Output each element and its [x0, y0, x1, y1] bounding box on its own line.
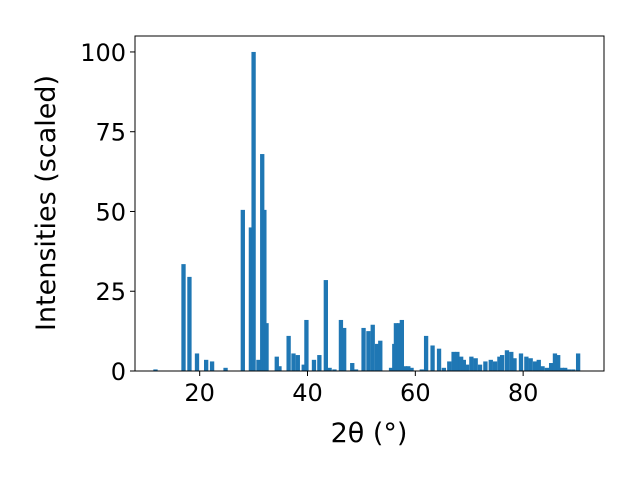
bar — [374, 343, 380, 371]
bar — [499, 355, 505, 371]
bar — [406, 366, 411, 371]
bar — [451, 351, 456, 371]
bar — [342, 327, 347, 371]
bar — [458, 356, 464, 371]
bar — [223, 367, 228, 371]
bar — [295, 355, 300, 371]
bar — [251, 51, 256, 371]
bar — [549, 363, 554, 371]
x-tick-label: 20 — [184, 379, 215, 407]
bar — [256, 359, 261, 371]
bar — [323, 280, 328, 371]
bar — [353, 369, 359, 371]
bar — [473, 358, 478, 371]
bar — [512, 358, 517, 371]
bar — [556, 355, 561, 371]
bar — [327, 367, 332, 371]
y-tick-label: 75 — [95, 119, 126, 147]
y-axis-label: Intensities (scaled) — [31, 75, 62, 331]
bar — [402, 366, 408, 371]
bar — [277, 366, 282, 371]
bar — [559, 367, 565, 371]
bar — [181, 264, 186, 371]
bar — [518, 353, 524, 371]
bar — [262, 209, 267, 371]
y-tick-label: 50 — [95, 198, 126, 226]
bar — [409, 367, 414, 371]
x-axis-label: 2θ (°) — [331, 418, 408, 449]
bar — [370, 324, 375, 371]
bar — [423, 335, 429, 371]
bar — [532, 361, 538, 371]
bar — [544, 367, 550, 371]
bar — [461, 359, 466, 371]
bar — [286, 335, 291, 371]
bar — [388, 367, 394, 371]
bar — [311, 359, 317, 371]
bar — [240, 209, 245, 371]
plot-frame — [134, 35, 605, 372]
bar — [563, 367, 568, 371]
bar — [566, 369, 572, 371]
bar — [497, 356, 502, 371]
bars-layer — [153, 51, 581, 371]
bar — [455, 351, 460, 371]
bar — [575, 353, 581, 371]
bar — [540, 366, 545, 371]
ticks-layer: 20 40 60 80 0 25 50 75 100 — [80, 39, 538, 407]
bar — [194, 353, 200, 371]
bar — [536, 359, 541, 371]
x-tick-label: 40 — [292, 379, 323, 407]
bar — [488, 359, 493, 371]
bar — [396, 323, 402, 371]
bar — [430, 345, 435, 371]
y-tick-label: 100 — [80, 39, 126, 67]
bar — [301, 364, 306, 371]
bar — [447, 361, 452, 371]
bar — [528, 358, 533, 371]
bar — [419, 369, 424, 371]
bar — [524, 356, 529, 371]
bar — [304, 319, 309, 371]
bar — [464, 364, 470, 371]
bar — [264, 323, 269, 371]
bar — [204, 359, 209, 371]
bar — [441, 367, 447, 371]
bar — [483, 361, 488, 371]
bar — [399, 319, 404, 371]
bar — [477, 364, 483, 371]
bar — [393, 323, 399, 371]
bar — [509, 351, 514, 371]
bar — [469, 356, 474, 371]
bar — [291, 353, 296, 371]
bar — [492, 361, 498, 371]
bar — [350, 363, 355, 371]
x-tick-label: 80 — [508, 379, 539, 407]
x-tick-label: 60 — [400, 379, 431, 407]
bar — [332, 369, 337, 371]
bar — [361, 327, 366, 371]
y-tick-label: 0 — [111, 358, 126, 386]
bar — [153, 369, 158, 371]
bar — [504, 350, 510, 371]
bar — [366, 331, 371, 371]
bar — [338, 319, 344, 371]
y-tick-label: 25 — [95, 278, 126, 306]
bar — [378, 340, 383, 371]
bar — [248, 227, 254, 371]
bar — [552, 353, 558, 371]
bar — [187, 276, 192, 371]
bar — [571, 369, 576, 371]
bar — [274, 356, 279, 371]
bar — [436, 348, 442, 371]
bar — [209, 361, 215, 371]
bar — [317, 355, 322, 371]
